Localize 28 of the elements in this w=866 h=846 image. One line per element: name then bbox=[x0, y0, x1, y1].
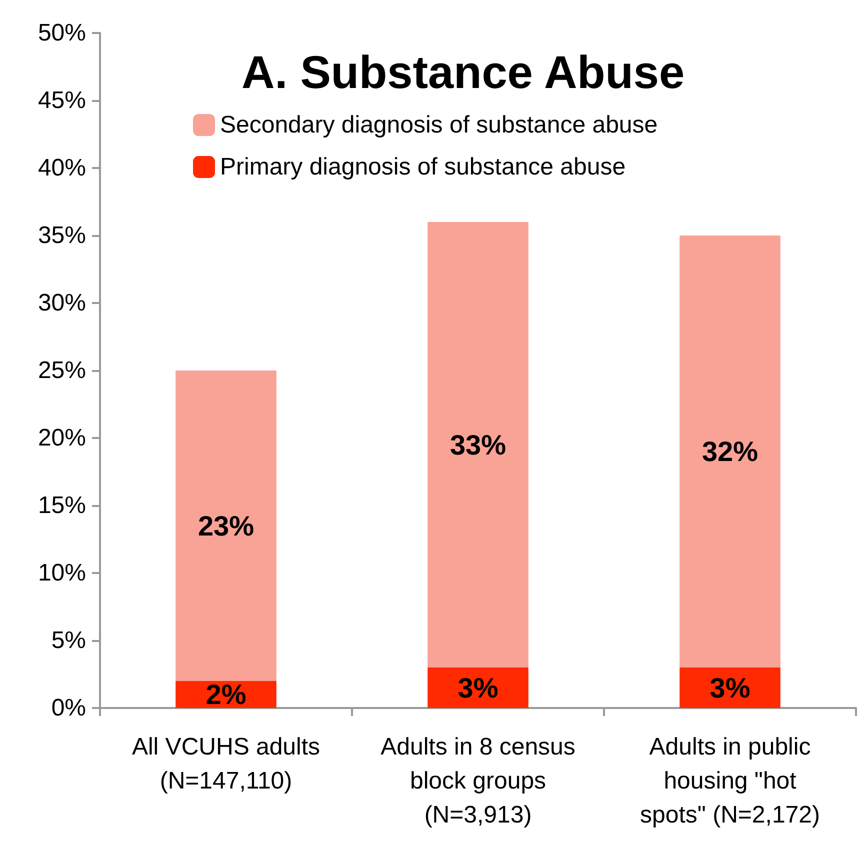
y-tick-label: 10% bbox=[38, 560, 86, 586]
y-tick-label: 20% bbox=[38, 424, 86, 452]
data-label: 2% bbox=[206, 679, 246, 710]
legend-label: Primary diagnosis of substance abuse bbox=[220, 154, 626, 180]
legend-label: Secondary diagnosis of substance abuse bbox=[220, 112, 658, 138]
y-tick-label: 35% bbox=[38, 222, 86, 249]
bar bbox=[680, 236, 780, 668]
y-tick-label: 40% bbox=[38, 154, 86, 182]
chart-title: A. Substance Abuse bbox=[241, 46, 685, 98]
data-label: 33% bbox=[450, 429, 506, 460]
bar bbox=[428, 668, 528, 708]
data-label: 3% bbox=[710, 672, 750, 704]
y-tick-label: 25% bbox=[38, 357, 86, 384]
data-label: 23% bbox=[198, 510, 254, 542]
y-tick-label: 0% bbox=[51, 694, 86, 722]
x-tick-label: Adults in 8 census block groups (N=3,913) bbox=[380, 734, 576, 828]
y-tick-label: 5% bbox=[51, 627, 86, 654]
y-tick-label: 45% bbox=[38, 87, 86, 114]
bar bbox=[176, 370, 276, 681]
bar bbox=[680, 668, 780, 708]
x-tick-label: Adults in public housing "hot spots" (N=2,172) bbox=[640, 734, 820, 828]
bar bbox=[428, 222, 528, 668]
y-tick-label: 15% bbox=[38, 492, 86, 519]
data-label: 32% bbox=[702, 436, 758, 467]
data-label: 3% bbox=[458, 672, 498, 704]
y-tick-label: 50% bbox=[38, 20, 86, 46]
y-tick-label: 30% bbox=[38, 290, 86, 316]
x-tick-label: All VCUHS adults (N=147,110) bbox=[132, 734, 320, 794]
